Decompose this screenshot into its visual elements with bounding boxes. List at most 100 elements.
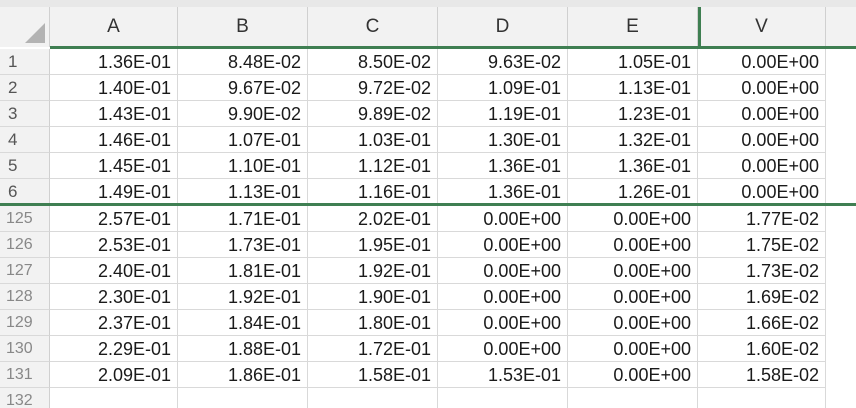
cell[interactable]: 1.36E-01 [568, 153, 698, 179]
cell[interactable]: 1.77E-02 [698, 206, 826, 232]
cell[interactable]: 1.71E-01 [178, 206, 308, 232]
cell[interactable]: 9.67E-02 [178, 75, 308, 101]
cell[interactable] [698, 388, 826, 408]
row-header[interactable]: 6 [0, 179, 50, 205]
row-header[interactable]: 4 [0, 127, 50, 153]
cell[interactable]: 0.00E+00 [438, 258, 568, 284]
cell[interactable]: 1.05E-01 [568, 49, 698, 75]
cell[interactable]: 1.13E-01 [178, 179, 308, 205]
cell[interactable]: 1.13E-01 [568, 75, 698, 101]
cell[interactable]: 0.00E+00 [698, 179, 826, 205]
cell[interactable]: 0.00E+00 [698, 153, 826, 179]
row-header[interactable]: 3 [0, 101, 50, 127]
cell[interactable]: 2.30E-01 [50, 284, 178, 310]
cell[interactable]: 1.73E-01 [178, 232, 308, 258]
cell[interactable]: 8.50E-02 [308, 49, 438, 75]
column-header-c[interactable]: C [308, 7, 438, 47]
row-header[interactable]: 125 [0, 206, 50, 232]
cell[interactable] [438, 388, 568, 408]
cell[interactable]: 1.53E-01 [438, 362, 568, 388]
cell[interactable]: 2.53E-01 [50, 232, 178, 258]
cell[interactable]: 1.66E-02 [698, 310, 826, 336]
cell[interactable]: 8.48E-02 [178, 49, 308, 75]
row-header[interactable]: 129 [0, 310, 50, 336]
cell[interactable]: 2.29E-01 [50, 336, 178, 362]
cell[interactable]: 1.72E-01 [308, 336, 438, 362]
row-header[interactable]: 2 [0, 75, 50, 101]
cell[interactable]: 1.88E-01 [178, 336, 308, 362]
cell[interactable]: 0.00E+00 [568, 362, 698, 388]
cell[interactable]: 1.23E-01 [568, 101, 698, 127]
cell[interactable]: 1.58E-02 [698, 362, 826, 388]
cell[interactable]: 1.81E-01 [178, 258, 308, 284]
row-header[interactable]: 1 [0, 49, 50, 75]
cell[interactable]: 1.36E-01 [50, 49, 178, 75]
cell[interactable]: 2.57E-01 [50, 206, 178, 232]
cell[interactable]: 0.00E+00 [438, 310, 568, 336]
cell[interactable]: 0.00E+00 [568, 284, 698, 310]
column-header-d[interactable]: D [438, 7, 568, 47]
cell[interactable]: 1.36E-01 [438, 179, 568, 205]
header-freeze-divider[interactable] [50, 46, 856, 49]
cell[interactable]: 9.63E-02 [438, 49, 568, 75]
row-freeze-divider[interactable] [0, 203, 856, 206]
cell[interactable]: 0.00E+00 [568, 310, 698, 336]
cell[interactable]: 1.43E-01 [50, 101, 178, 127]
column-header-b[interactable]: B [178, 7, 308, 47]
row-header[interactable]: 132 [0, 388, 50, 408]
cell[interactable]: 9.89E-02 [308, 101, 438, 127]
cell[interactable]: 1.32E-01 [568, 127, 698, 153]
cell[interactable]: 0.00E+00 [438, 336, 568, 362]
row-header[interactable]: 128 [0, 284, 50, 310]
cell[interactable]: 1.36E-01 [438, 153, 568, 179]
cell[interactable]: 1.16E-01 [308, 179, 438, 205]
cell[interactable]: 1.60E-02 [698, 336, 826, 362]
cell[interactable]: 1.75E-02 [698, 232, 826, 258]
cell[interactable]: 2.40E-01 [50, 258, 178, 284]
cell[interactable]: 1.45E-01 [50, 153, 178, 179]
select-all-button[interactable] [0, 7, 50, 47]
cell[interactable]: 0.00E+00 [568, 206, 698, 232]
cell[interactable]: 1.84E-01 [178, 310, 308, 336]
cell[interactable]: 9.72E-02 [308, 75, 438, 101]
cell[interactable]: 0.00E+00 [438, 284, 568, 310]
cell[interactable] [50, 388, 178, 408]
row-header[interactable]: 5 [0, 153, 50, 179]
cell[interactable]: 2.37E-01 [50, 310, 178, 336]
cell[interactable]: 0.00E+00 [438, 232, 568, 258]
cell[interactable]: 1.92E-01 [308, 258, 438, 284]
column-header-e[interactable]: E [568, 7, 698, 47]
cell[interactable]: 0.00E+00 [698, 49, 826, 75]
cell[interactable]: 1.46E-01 [50, 127, 178, 153]
cell[interactable]: 1.09E-01 [438, 75, 568, 101]
cell[interactable] [308, 388, 438, 408]
cell[interactable]: 0.00E+00 [568, 336, 698, 362]
cell[interactable]: 0.00E+00 [698, 127, 826, 153]
cell[interactable]: 1.26E-01 [568, 179, 698, 205]
cell[interactable]: 0.00E+00 [568, 232, 698, 258]
column-freeze-divider[interactable] [698, 7, 701, 47]
cell[interactable] [178, 388, 308, 408]
cell[interactable]: 0.00E+00 [438, 206, 568, 232]
column-header-a[interactable]: A [50, 7, 178, 47]
cell[interactable]: 2.09E-01 [50, 362, 178, 388]
cell[interactable]: 1.19E-01 [438, 101, 568, 127]
cell[interactable]: 0.00E+00 [698, 75, 826, 101]
cell[interactable]: 1.49E-01 [50, 179, 178, 205]
cell[interactable]: 1.73E-02 [698, 258, 826, 284]
row-header[interactable]: 126 [0, 232, 50, 258]
cell[interactable] [568, 388, 698, 408]
cell[interactable]: 1.86E-01 [178, 362, 308, 388]
row-header[interactable]: 127 [0, 258, 50, 284]
cell[interactable]: 0.00E+00 [568, 258, 698, 284]
cell[interactable]: 1.03E-01 [308, 127, 438, 153]
cell[interactable]: 1.07E-01 [178, 127, 308, 153]
cell[interactable]: 9.90E-02 [178, 101, 308, 127]
cell[interactable]: 1.30E-01 [438, 127, 568, 153]
cell[interactable]: 2.02E-01 [308, 206, 438, 232]
cell[interactable]: 1.10E-01 [178, 153, 308, 179]
cell[interactable]: 1.12E-01 [308, 153, 438, 179]
row-header[interactable]: 131 [0, 362, 50, 388]
row-header[interactable]: 130 [0, 336, 50, 362]
cell[interactable]: 1.95E-01 [308, 232, 438, 258]
